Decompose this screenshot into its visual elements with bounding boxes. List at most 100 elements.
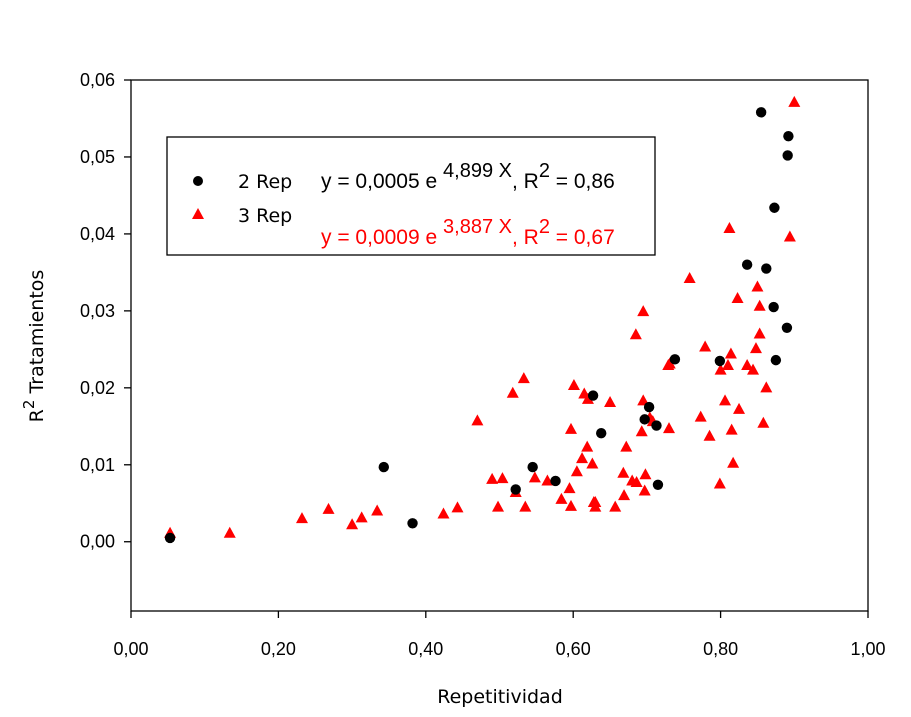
x-tick-label: 0,60 [556, 639, 591, 659]
point-3rep [788, 95, 801, 107]
point-3rep [637, 305, 650, 317]
point-3rep [563, 482, 576, 494]
point-3rep [576, 452, 589, 464]
point-3rep [747, 363, 760, 375]
point-3rep [663, 357, 676, 369]
y-tick-label: 0,04 [80, 224, 115, 244]
point-2rep [510, 484, 521, 495]
point-3rep [753, 327, 766, 339]
legend-box [166, 136, 656, 256]
point-3rep [703, 429, 716, 441]
x-tick-label: 0,80 [703, 639, 738, 659]
point-3rep [567, 379, 580, 391]
point-3rep [630, 475, 643, 487]
point-2rep [550, 475, 561, 487]
legend-label-3rep: 3 Rep [238, 205, 292, 227]
point-3rep [564, 422, 577, 434]
point-2rep [407, 518, 418, 529]
y-tick-label: 0,06 [80, 70, 115, 90]
point-2rep [781, 322, 793, 333]
point-2rep [769, 202, 780, 213]
y-axis: 0,00 0,01 0,02 0,03 0,04 0,05 0,06 [80, 70, 131, 552]
point-3rep [371, 504, 384, 516]
legend-label-2rep: 2 Rep [238, 171, 292, 193]
point-3rep [727, 456, 740, 468]
point-3rep [683, 272, 696, 284]
point-3rep [731, 292, 744, 304]
point-3rep [541, 474, 554, 486]
point-2rep [587, 390, 599, 401]
point-2rep [378, 461, 389, 473]
point-3rep [471, 414, 484, 426]
x-axis-title: Repetitividad [437, 686, 563, 708]
point-3rep [586, 457, 599, 469]
point-3rep [496, 472, 509, 484]
point-3rep [492, 500, 505, 512]
point-3rep [589, 495, 602, 507]
x-tick-label: 0,20 [261, 639, 296, 659]
point-2rep [761, 263, 772, 274]
point-3rep [753, 299, 766, 311]
point-2rep [527, 461, 538, 473]
y-tick-label: 0,01 [80, 455, 115, 475]
point-3rep [638, 484, 651, 496]
point-2rep [639, 414, 650, 425]
point-3rep [635, 425, 648, 437]
point-3rep [564, 499, 577, 511]
point-3rep [295, 512, 308, 524]
x-tick-label: 0,40 [408, 639, 443, 659]
point-3rep [724, 347, 737, 359]
equation-3rep: y = 0,0009 e 3,887 X, R2 = 0,67 [321, 216, 615, 249]
point-2rep [714, 355, 726, 367]
point-3rep [581, 392, 594, 404]
point-3rep [451, 501, 464, 513]
point-3rep [620, 440, 633, 452]
point-2rep [596, 428, 607, 439]
point-3rep [699, 340, 712, 352]
point-2rep [652, 479, 664, 490]
point-3rep [322, 502, 335, 514]
point-3rep [609, 500, 622, 512]
plot-frame [130, 79, 869, 612]
point-3rep [581, 440, 594, 452]
point-2rep [755, 107, 767, 118]
y-axis-title: R2 Tratamientos [20, 270, 48, 423]
x-tick-label: 0,00 [113, 639, 148, 659]
point-3rep [741, 359, 754, 371]
point-3rep [757, 416, 770, 428]
point-2rep [741, 259, 753, 270]
point-3rep [617, 466, 630, 478]
y-tick-label: 0,00 [80, 532, 115, 552]
point-3rep [725, 423, 738, 435]
point-3rep [346, 518, 359, 530]
point-3rep [719, 394, 732, 406]
data-points [164, 95, 801, 544]
point-3rep [733, 402, 746, 414]
point-3rep [713, 477, 726, 489]
x-axis: 0,00 0,20 0,40 0,60 0,80 1,00 [113, 611, 886, 659]
point-3rep [618, 489, 631, 501]
legend-marker-2rep [193, 176, 203, 186]
point-3rep [506, 386, 519, 398]
x-tick-label: 1,00 [850, 639, 885, 659]
y-tick-label: 0,05 [80, 147, 115, 167]
y-tick-label: 0,02 [80, 378, 115, 398]
point-2rep [768, 301, 779, 313]
point-3rep [486, 472, 499, 484]
point-3rep [749, 342, 762, 354]
legend: 2 Rep 3 Rep y = 0,0005 e 4,899 X, R2 = 0… [166, 136, 656, 256]
point-3rep [604, 395, 617, 407]
point-2rep [782, 150, 793, 161]
point-3rep [783, 230, 796, 242]
point-3rep [555, 492, 568, 504]
point-3rep [629, 328, 642, 340]
point-3rep [714, 363, 727, 375]
point-3rep [639, 468, 652, 480]
point-3rep [519, 500, 532, 512]
point-2rep [669, 354, 681, 365]
point-2rep [651, 420, 662, 431]
point-3rep [723, 222, 736, 234]
point-3rep [721, 359, 734, 371]
point-2rep [783, 130, 794, 142]
